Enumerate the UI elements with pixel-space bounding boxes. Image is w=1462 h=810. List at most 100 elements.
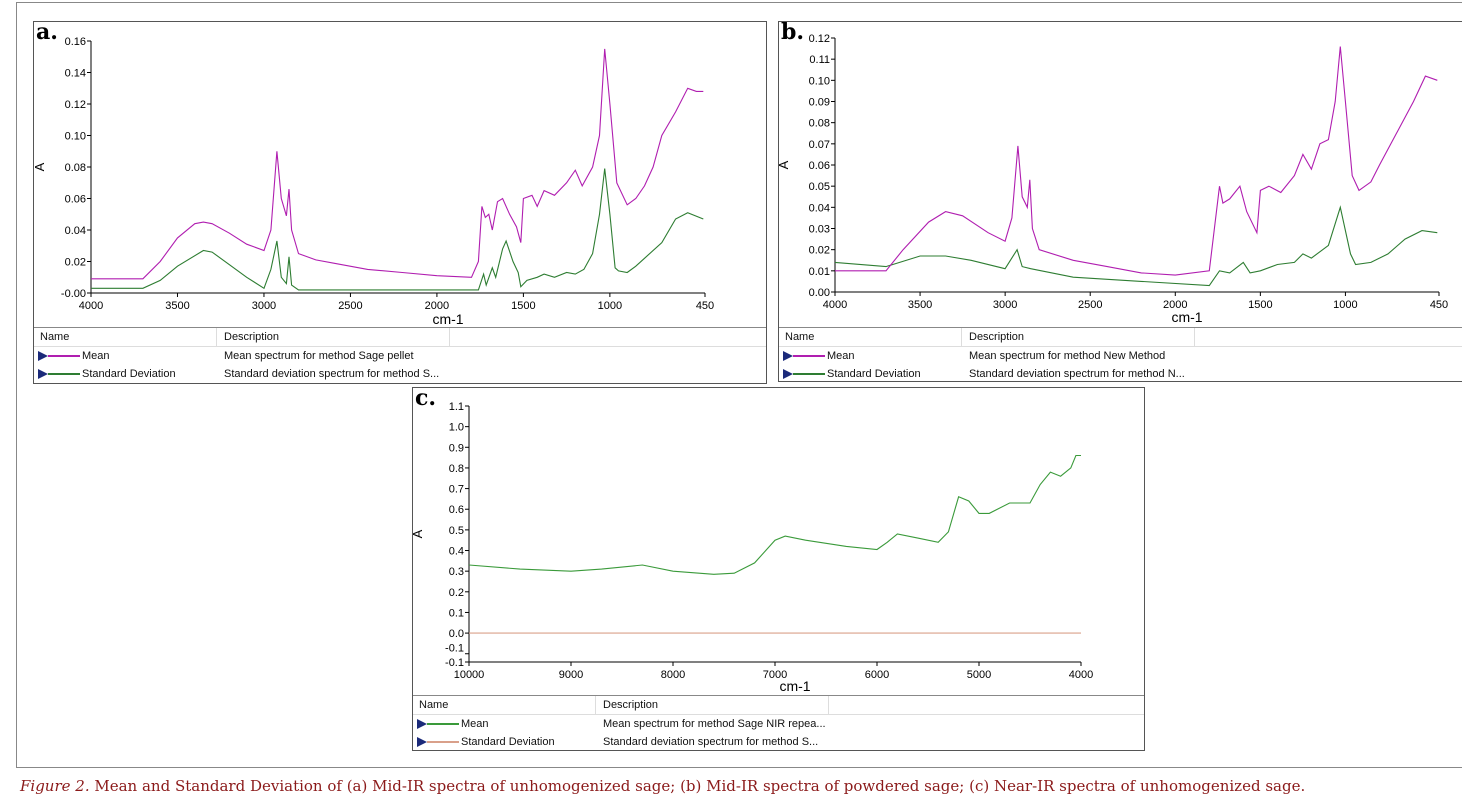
- figure-caption: Figure 2. Mean and Standard Deviation of…: [20, 777, 1305, 795]
- y-tick-label: 0.2: [449, 587, 464, 599]
- name-column-header[interactable]: Name: [785, 331, 815, 343]
- x-tick-label: 2000: [425, 300, 449, 312]
- panel-label: b.: [781, 19, 805, 45]
- x-tick-label: 2500: [1078, 299, 1102, 311]
- x-tick-label: 4000: [1069, 669, 1093, 681]
- chart-c: 1.1 1.0 0.9 0.8 0.7 0.6 0.5 0.4 0.3 0.2 0.1 0.0 -0.1…: [413, 401, 1093, 694]
- x-tick-label: 4000: [823, 299, 847, 311]
- series-line-mean: [91, 48, 704, 280]
- x-tick-label: 450: [696, 300, 714, 312]
- series-swatch: [48, 355, 80, 357]
- arrow-icon: [783, 369, 793, 379]
- y-tick-label: -0.1: [445, 657, 464, 669]
- x-axis-label: cm-1: [432, 311, 463, 327]
- y-tick-label: 1.1: [449, 401, 464, 413]
- legend-table: Name Description Mean Mean spectrum for met…: [779, 327, 1462, 383]
- y-tick-label: 0.7: [449, 484, 464, 496]
- y-tick-label: 0.6: [449, 504, 464, 516]
- legend-row[interactable]: Mean Mean spectrum for method Sage pellet: [34, 347, 766, 365]
- series-line-mean: [835, 46, 1438, 276]
- y-tick-label: 0.08: [65, 162, 86, 174]
- y-tick-label: 0.8: [449, 463, 464, 475]
- x-tick-label: 3000: [993, 299, 1017, 311]
- y-tick-label: 0.04: [65, 225, 86, 237]
- x-tick-label: 4000: [79, 300, 103, 312]
- description-column-header[interactable]: Description: [969, 331, 1025, 343]
- arrow-icon: [38, 369, 48, 379]
- y-tick-label: 0.10: [65, 131, 86, 143]
- description-column-header[interactable]: Description: [224, 331, 280, 343]
- description-column-header[interactable]: Description: [603, 699, 659, 711]
- y-tick-label: 0.10: [809, 75, 830, 87]
- x-tick-label: 450: [1430, 299, 1448, 311]
- arrow-icon: [417, 719, 427, 729]
- y-tick-label: 0.4: [449, 546, 464, 558]
- chart-a: 0.16 0.14 0.12 0.10 0.08 0.06 0.04 0.02 -0.00400…: [34, 36, 714, 327]
- x-tick-label: 5000: [967, 669, 991, 681]
- series-swatch: [427, 723, 459, 725]
- series-line-mean: [468, 454, 1081, 575]
- panel-a: 0.16 0.14 0.12 0.10 0.08 0.06 0.04 0.02 -0.00 400…: [33, 19, 767, 384]
- x-tick-label: 1500: [1248, 299, 1272, 311]
- x-tick-label: 3000: [252, 300, 276, 312]
- x-tick-label: 6000: [865, 669, 889, 681]
- arrow-icon: [38, 351, 48, 361]
- x-tick-label: 2000: [1163, 299, 1187, 311]
- arrow-icon: [417, 737, 427, 747]
- legend-row[interactable]: Standard Deviation Standard deviation spe…: [779, 365, 1462, 383]
- y-tick-label: 0.1: [449, 607, 464, 619]
- caption-text: Mean and Standard Deviation of (a) Mid-I…: [89, 777, 1306, 795]
- y-tick-label: -0.1: [445, 643, 464, 655]
- series-description: Mean spectrum for method New Method: [969, 350, 1166, 362]
- panel-b: 0.12 0.11 0.10 0.09 0.08 0.07 0.06 0.05 0.04 0.03…: [778, 19, 1462, 383]
- x-tick-label: 2500: [338, 300, 362, 312]
- y-tick-label: 0.06: [809, 160, 830, 172]
- caption-label: Figure 2.: [20, 777, 90, 795]
- y-tick-label: 0.03: [809, 224, 830, 236]
- series-description: Mean spectrum for method Sage pellet: [224, 350, 414, 362]
- y-tick-label: 0.02: [65, 257, 86, 269]
- legend-header: Name Description: [34, 327, 766, 347]
- legend-row[interactable]: Mean Mean spectrum for method New Method: [779, 347, 1462, 365]
- y-tick-label: 0.05: [809, 181, 830, 193]
- x-tick-label: 8000: [661, 669, 685, 681]
- series-name: Mean: [461, 718, 489, 730]
- x-axis-label: cm-1: [779, 678, 810, 694]
- series-description: Mean spectrum for method Sage NIR repea.…: [603, 718, 826, 730]
- legend-row[interactable]: Standard Deviation Standard deviation spe…: [413, 733, 1144, 751]
- panel-label: a.: [36, 19, 58, 45]
- panel-label: c.: [415, 385, 437, 411]
- series-swatch: [793, 355, 825, 357]
- series-swatch: [793, 373, 825, 375]
- legend-row[interactable]: Standard Deviation Standard deviation spe…: [34, 365, 766, 383]
- y-tick-label: 0.04: [809, 202, 830, 214]
- series-description: Standard deviation spectrum for method N…: [969, 368, 1185, 380]
- legend-header: Name Description: [413, 695, 1144, 715]
- x-axis-label: cm-1: [1171, 309, 1202, 325]
- name-column-header[interactable]: Name: [419, 699, 449, 711]
- y-axis-label: A: [34, 162, 47, 171]
- y-axis-label: A: [413, 529, 425, 538]
- y-tick-label: 0.00: [809, 287, 830, 299]
- chart-b: 0.12 0.11 0.10 0.09 0.08 0.07 0.06 0.05 0.04 0.03…: [779, 33, 1448, 325]
- x-tick-label: 3500: [165, 300, 189, 312]
- series-name: Standard Deviation: [461, 736, 555, 748]
- series-name: Standard Deviation: [827, 368, 921, 380]
- y-tick-label: 0.3: [449, 566, 464, 578]
- name-column-header[interactable]: Name: [40, 331, 70, 343]
- legend-table: Name Description Mean Mean spectrum for met…: [413, 695, 1144, 751]
- y-tick-label: 0.06: [65, 194, 86, 206]
- series-name: Mean: [827, 350, 855, 362]
- y-tick-label: 0.07: [809, 139, 830, 151]
- series-name: Standard Deviation: [82, 368, 176, 380]
- series-swatch: [48, 373, 80, 375]
- legend-row[interactable]: Mean Mean spectrum for method Sage NIR re…: [413, 715, 1144, 733]
- x-tick-label: 10000: [454, 669, 485, 681]
- y-tick-label: 0.9: [449, 442, 464, 454]
- x-tick-label: 7000: [763, 669, 787, 681]
- series-line-standard-deviation: [834, 205, 1438, 287]
- x-tick-label: 3500: [908, 299, 932, 311]
- series-description: Standard deviation spectrum for method S…: [224, 368, 440, 380]
- y-tick-label: 0.0: [449, 628, 464, 640]
- arrow-icon: [783, 351, 793, 361]
